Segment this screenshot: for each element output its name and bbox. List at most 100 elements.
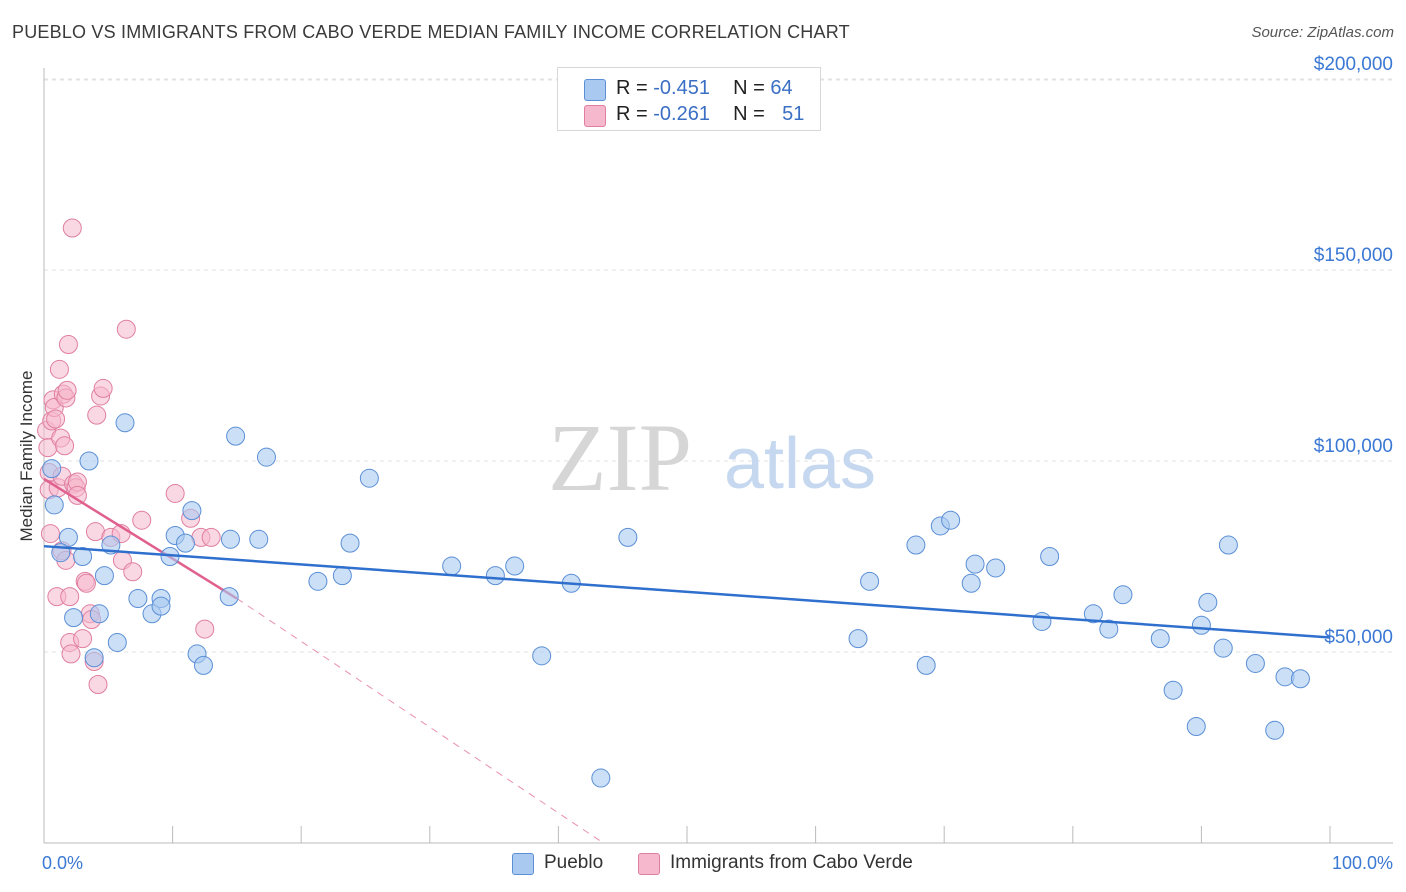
cabo-verde-point [49,359,69,379]
pueblo-point [986,558,1006,578]
x-max-label: 100.0% [1332,853,1393,873]
y-tick-label: $200,000 [1314,54,1393,75]
pueblo-point [175,533,195,553]
cabo-verde-point [58,334,78,354]
pueblo-r-value: -0.451 [653,77,710,99]
pueblo-point [1163,680,1183,700]
cabo-verde-point [40,524,60,544]
cabo-verde-point [73,629,93,649]
pueblo-point [107,632,127,652]
source-label: Source: ZipAtlas.com [1251,24,1394,41]
pueblo-point [591,768,611,788]
cabo-verde-point [46,409,66,429]
pueblo-point [226,426,246,446]
pueblo-point [961,573,981,593]
pueblo-point [73,547,93,566]
pueblo-point [1198,592,1218,612]
pueblo-point [916,655,936,675]
cabo-r-value: -0.261 [653,103,710,125]
pueblo-point [1218,535,1238,555]
pueblo-point [332,566,352,586]
pueblo-point [128,589,148,609]
pueblo-point [58,527,78,547]
pueblo-n-value: 64 [770,77,793,99]
bottom-cabo-label: Immigrants from Cabo Verde [670,852,913,873]
pueblo-point [79,451,99,471]
cabo-verde-point [123,562,143,582]
pueblo-point [151,596,171,616]
pueblo-point [1245,653,1265,673]
pueblo-point [359,468,379,488]
gridlines [44,78,1393,653]
pueblo-point [1186,716,1206,736]
cabo-verde-point [116,319,136,339]
cabo-verde-point [87,405,107,425]
pueblo-point [42,459,62,479]
cabo-trend-extension [236,598,604,844]
pueblo-r-label: R = [616,77,648,99]
watermark-atlas: atlas [724,424,876,504]
cabo-n-value: 51 [782,103,805,125]
pueblo-point [44,495,64,515]
cabo-trend-line [43,477,238,600]
pueblo-point [89,604,109,624]
pueblo-point [442,556,462,576]
pueblo-point [965,554,985,574]
bottom-pueblo-swatch [512,853,534,875]
cabo-verde-point [132,510,152,530]
trend-lines [236,598,604,844]
pueblo-point [249,529,269,549]
pueblo-point [219,587,239,607]
pueblo-point [618,527,638,547]
bottom-pueblo-label: Pueblo [544,852,604,873]
pueblo-point [1191,615,1211,635]
pueblo-point [182,501,202,521]
cabo-verde-point [61,644,81,664]
y-tick-label: $50,000 [1324,627,1393,648]
cabo-verde-point [55,436,75,456]
pueblo-point [906,535,926,555]
cabo-verde-point [195,619,215,639]
pueblo-point [308,571,328,591]
pueblo-point [941,510,961,530]
pueblo-point [505,556,525,576]
pueblo-point [193,655,213,675]
pueblo-point [115,413,135,433]
pueblo-point [1032,611,1052,631]
cabo-verde-point [62,218,82,238]
pueblo-point [1083,604,1103,624]
pueblo-trend-line [43,544,1331,639]
pueblo-point [220,529,240,549]
pueblo-point [94,566,114,586]
watermark: ZIP atlas [548,404,876,511]
pueblo-point [848,629,868,649]
y-axis-title: Median Family Income [17,370,36,541]
pueblo-point [340,533,360,553]
cabo-verde-point [57,380,77,400]
pueblo-point [1113,585,1133,605]
pueblo-point [84,648,104,668]
cabo-verde-point [60,587,80,607]
bottom-cabo-swatch [638,853,660,875]
pueblo-point [1290,669,1310,689]
cabo-swatch [584,105,606,127]
y-tick-labels: $50,000 $100,000 $150,000 $200,000 [1314,54,1393,648]
cabo-verde-point [165,483,185,503]
pueblo-swatch [584,79,606,101]
watermark-zip: ZIP [548,404,692,511]
pueblo-point [64,608,84,628]
pueblo-point [256,447,276,467]
pueblo-points [42,413,1331,788]
cabo-verde-point [76,573,96,593]
cabo-verde-point [201,527,221,547]
pueblo-point [1099,619,1119,639]
pueblo-point [1213,638,1233,658]
y-tick-label: $100,000 [1314,436,1393,457]
cabo-r-label: R = [616,103,648,125]
pueblo-point [485,566,505,586]
chart-title: PUEBLO VS IMMIGRANTS FROM CABO VERDE MED… [12,22,850,42]
pueblo-point [1040,547,1060,566]
cabo-verde-point [93,378,113,398]
pueblo-point [1150,629,1170,649]
